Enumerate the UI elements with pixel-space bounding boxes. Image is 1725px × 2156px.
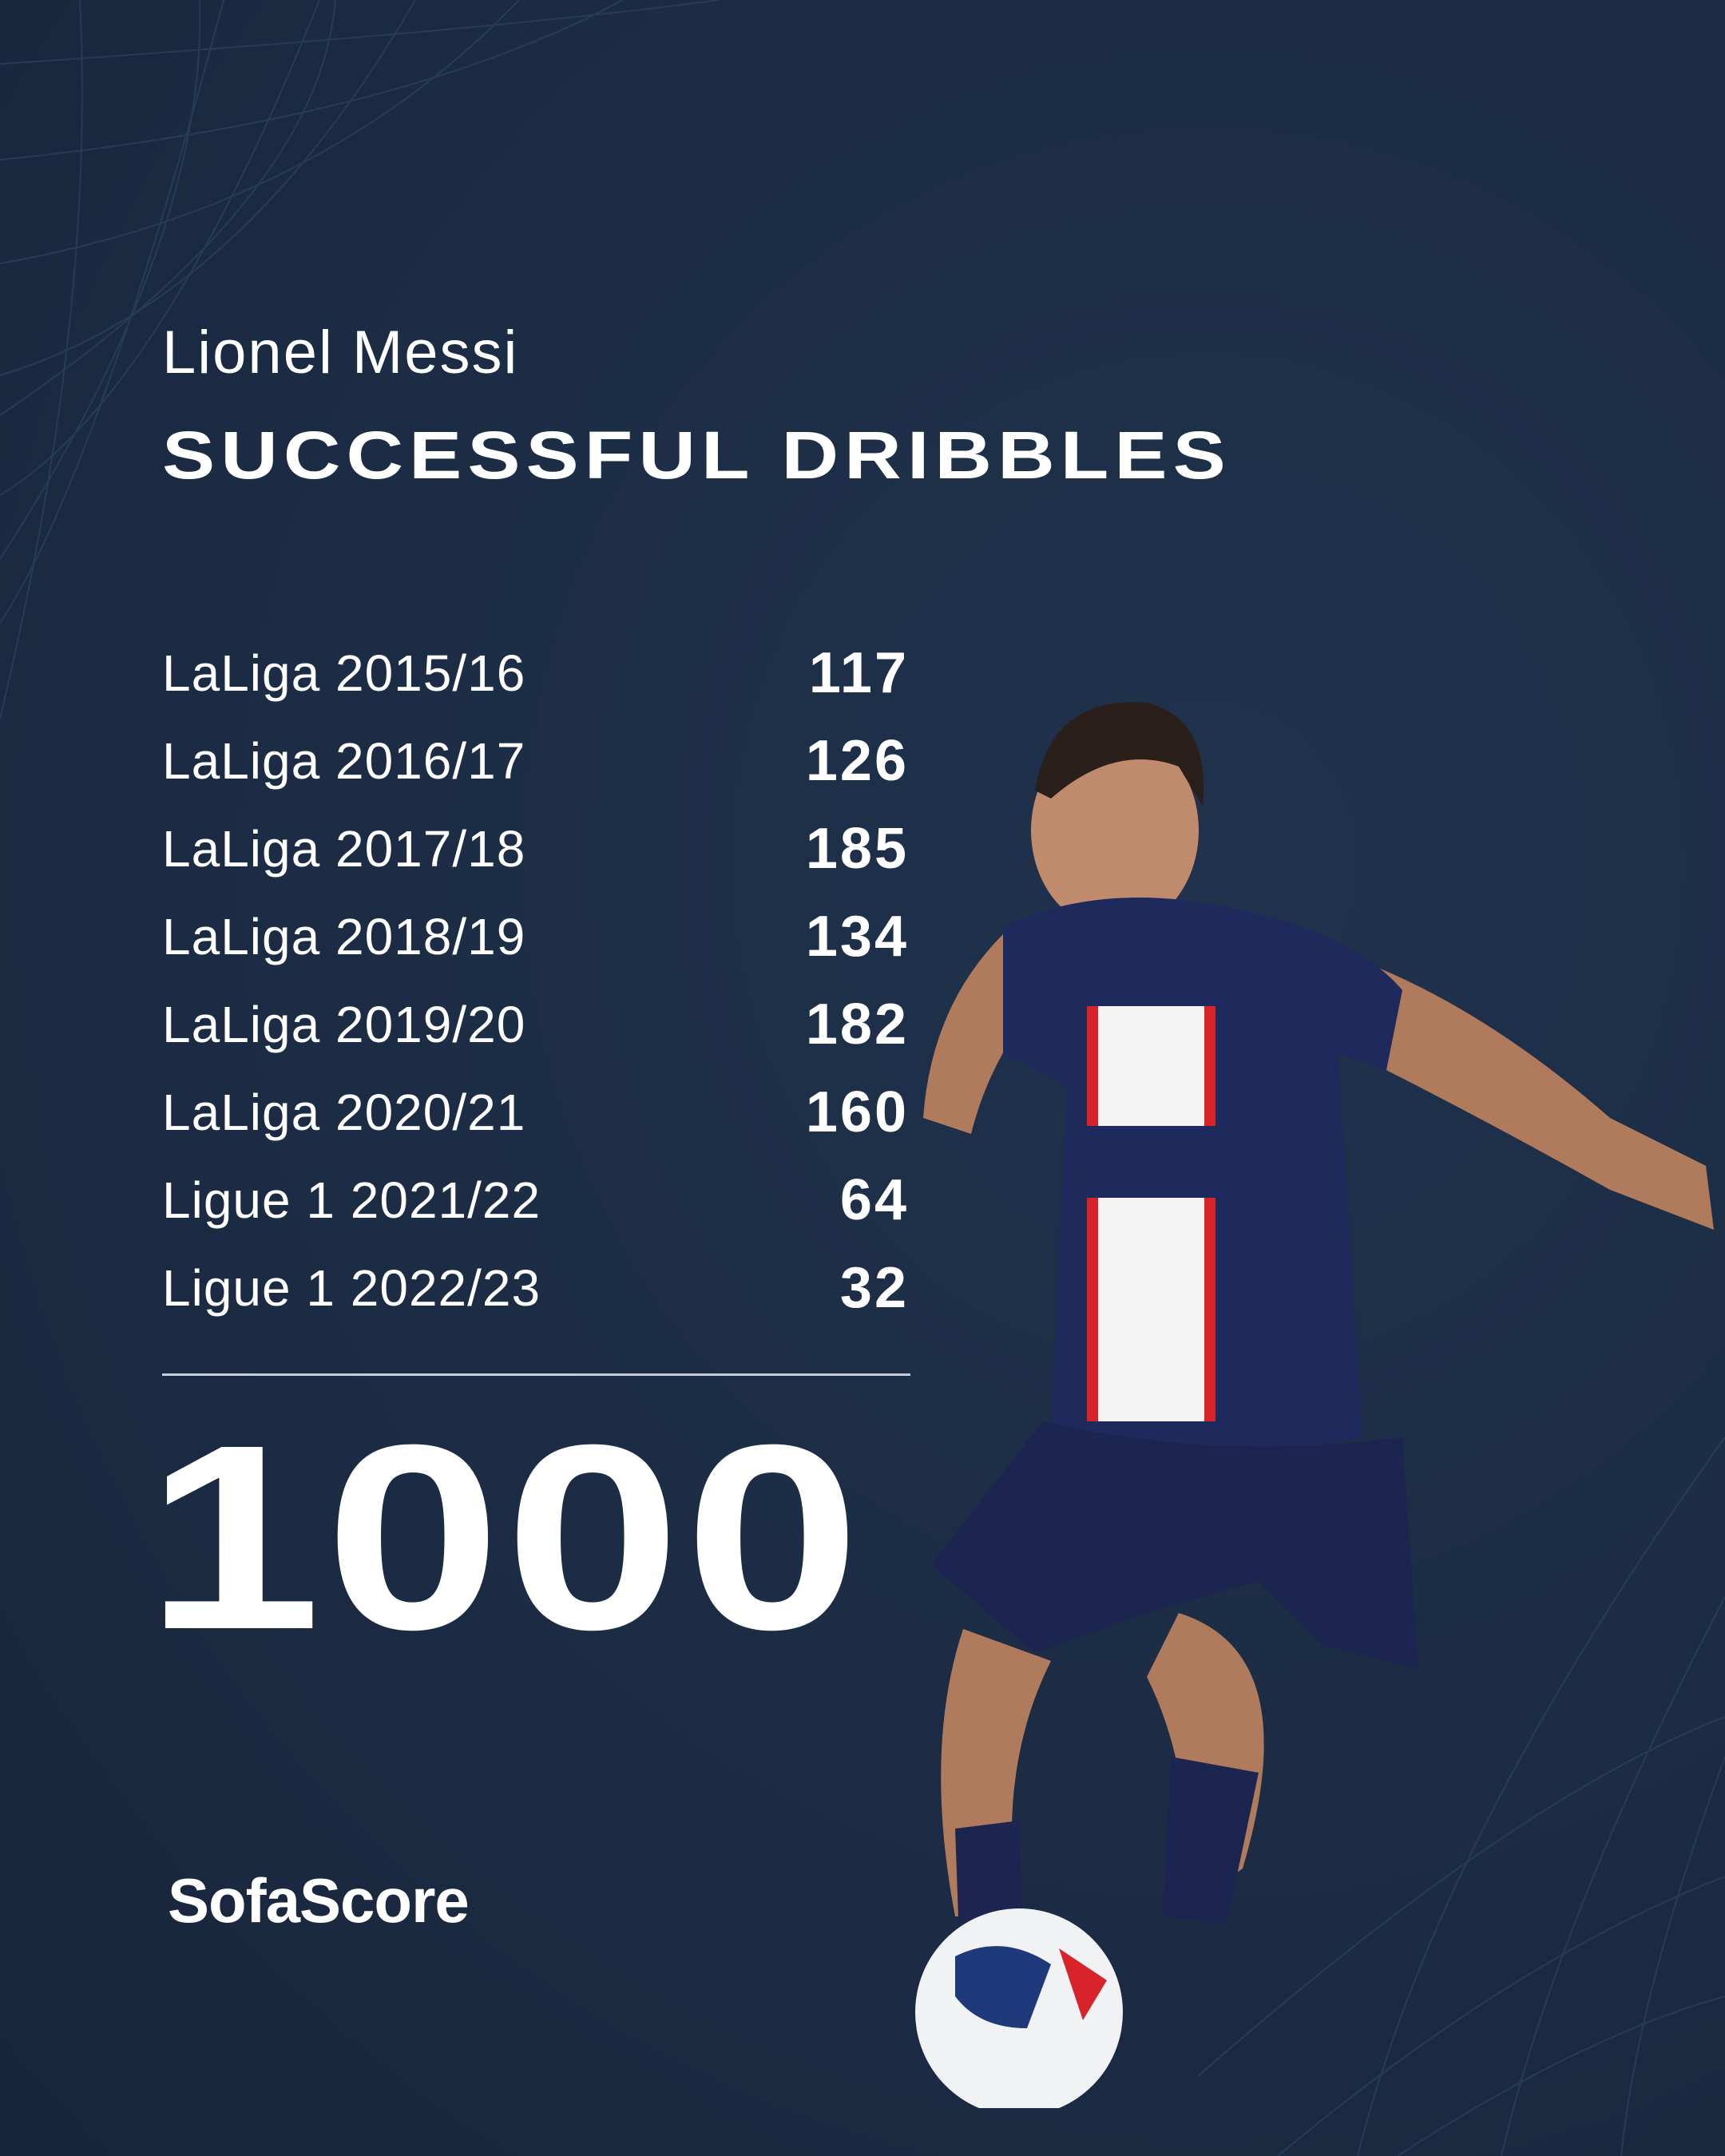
season-label: LaLiga 2018/19 bbox=[162, 908, 526, 965]
season-label: Ligue 1 2022/23 bbox=[162, 1259, 541, 1317]
season-row: LaLiga 2015/16 117 bbox=[162, 629, 909, 717]
season-row: LaLiga 2019/20 182 bbox=[162, 981, 909, 1068]
season-list: LaLiga 2015/16 117 LaLiga 2016/17 126 LaLi… bbox=[162, 629, 909, 1332]
season-value: 134 bbox=[805, 905, 909, 969]
season-row: LaLiga 2020/21 160 bbox=[162, 1068, 909, 1156]
divider bbox=[162, 1373, 910, 1376]
season-label: LaLiga 2016/17 bbox=[162, 732, 526, 790]
season-value: 32 bbox=[839, 1256, 909, 1320]
season-label: Ligue 1 2021/22 bbox=[162, 1171, 541, 1229]
season-value: 182 bbox=[805, 993, 909, 1056]
season-value: 185 bbox=[805, 817, 909, 881]
season-value: 117 bbox=[808, 641, 909, 705]
season-row: Ligue 1 2021/22 64 bbox=[162, 1156, 909, 1244]
season-row: LaLiga 2016/17 126 bbox=[162, 717, 909, 805]
sofascore-logo: SofaScore bbox=[168, 1865, 470, 1936]
season-value: 64 bbox=[839, 1168, 909, 1232]
season-value: 126 bbox=[805, 729, 909, 793]
total-value: 1000 bbox=[145, 1389, 865, 1684]
season-row: LaLiga 2018/19 134 bbox=[162, 893, 909, 981]
player-photo bbox=[915, 702, 1714, 2108]
player-name: Lionel Messi bbox=[162, 319, 519, 386]
stat-title: SUCCESSFUL DRIBBLES bbox=[162, 418, 1231, 493]
season-label: LaLiga 2017/18 bbox=[162, 820, 526, 878]
season-label: LaLiga 2020/21 bbox=[162, 1084, 526, 1141]
season-label: LaLiga 2019/20 bbox=[162, 996, 526, 1053]
season-value: 160 bbox=[805, 1080, 909, 1144]
season-row: Ligue 1 2022/23 32 bbox=[162, 1244, 909, 1332]
season-row: LaLiga 2017/18 185 bbox=[162, 805, 909, 893]
season-label: LaLiga 2015/16 bbox=[162, 644, 526, 702]
